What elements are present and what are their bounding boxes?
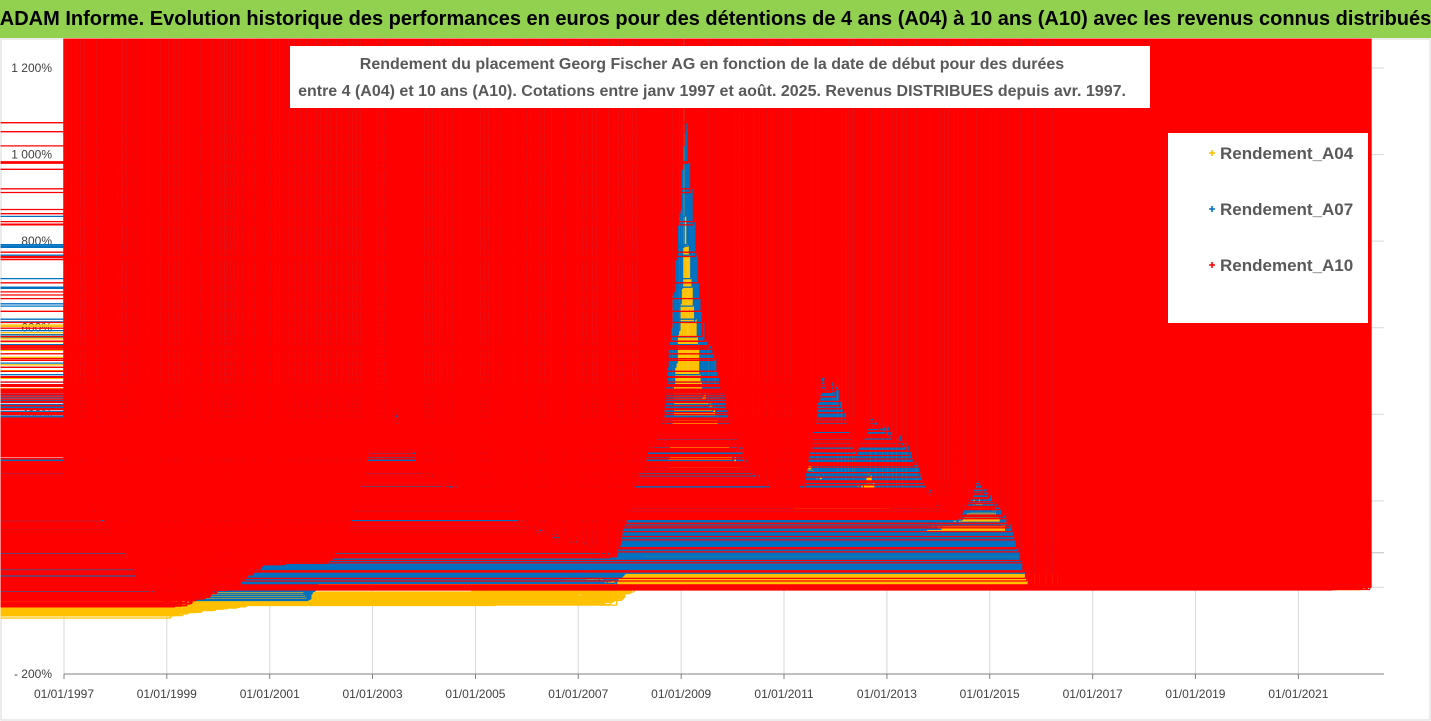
legend-marker (1209, 150, 1215, 156)
legend-label: Rendement_A10 (1220, 256, 1353, 275)
data-points (0, 38, 1372, 619)
chart-container: 1 200% 1 000% 800% 600% 400% 200% 0% - 200% 01/0… (0, 38, 1431, 721)
x-tick-label: 01/01/2015 (960, 687, 1020, 701)
x-tick-label: 01/01/2005 (445, 687, 505, 701)
x-tick-label: 01/01/1999 (137, 687, 197, 701)
title-background (290, 46, 1150, 108)
performance-scatter-chart: 1 200%1 000%800%600%400%200%0%- 200%01/0… (0, 38, 1431, 721)
page-banner-title: ADAM Informe. Evolution historique des p… (0, 0, 1431, 38)
legend-marker (1209, 262, 1215, 268)
y-tick-label: 1 000% (11, 148, 52, 162)
legend: Rendement_A04 Rendement_A07 Rendement_A10 (1168, 133, 1368, 323)
legend-label: Rendement_A07 (1220, 200, 1353, 219)
x-tick-label: 01/01/2021 (1268, 687, 1328, 701)
x-tick-label: 01/01/2003 (342, 687, 402, 701)
x-tick-label: 01/01/2011 (754, 687, 813, 701)
x-tick-label: 01/01/2017 (1063, 687, 1123, 701)
y-tick-label: 1 200% (11, 61, 52, 75)
series-markers (0, 38, 1372, 608)
y-tick-label: - 200% (14, 667, 52, 681)
x-tick-label: 01/01/2013 (857, 687, 917, 701)
x-tick-label: 01/01/1997 (34, 687, 94, 701)
x-tick-label: 01/01/2001 (240, 687, 300, 701)
x-tick-label: 01/01/2019 (1165, 687, 1225, 701)
chart-title-line-2: entre 4 (A04) et 10 ans (A10). Cotations… (298, 83, 1126, 100)
x-tick-label: 01/01/2009 (651, 687, 711, 701)
chart-title-line-1: Rendement du placement Georg Fischer AG … (360, 56, 1065, 73)
legend-marker (1209, 206, 1215, 212)
x-tick-label: 01/01/2007 (548, 687, 608, 701)
series-Rendement_A10 (0, 38, 1372, 608)
legend-label: Rendement_A04 (1220, 144, 1354, 163)
legend-background (1168, 133, 1368, 323)
